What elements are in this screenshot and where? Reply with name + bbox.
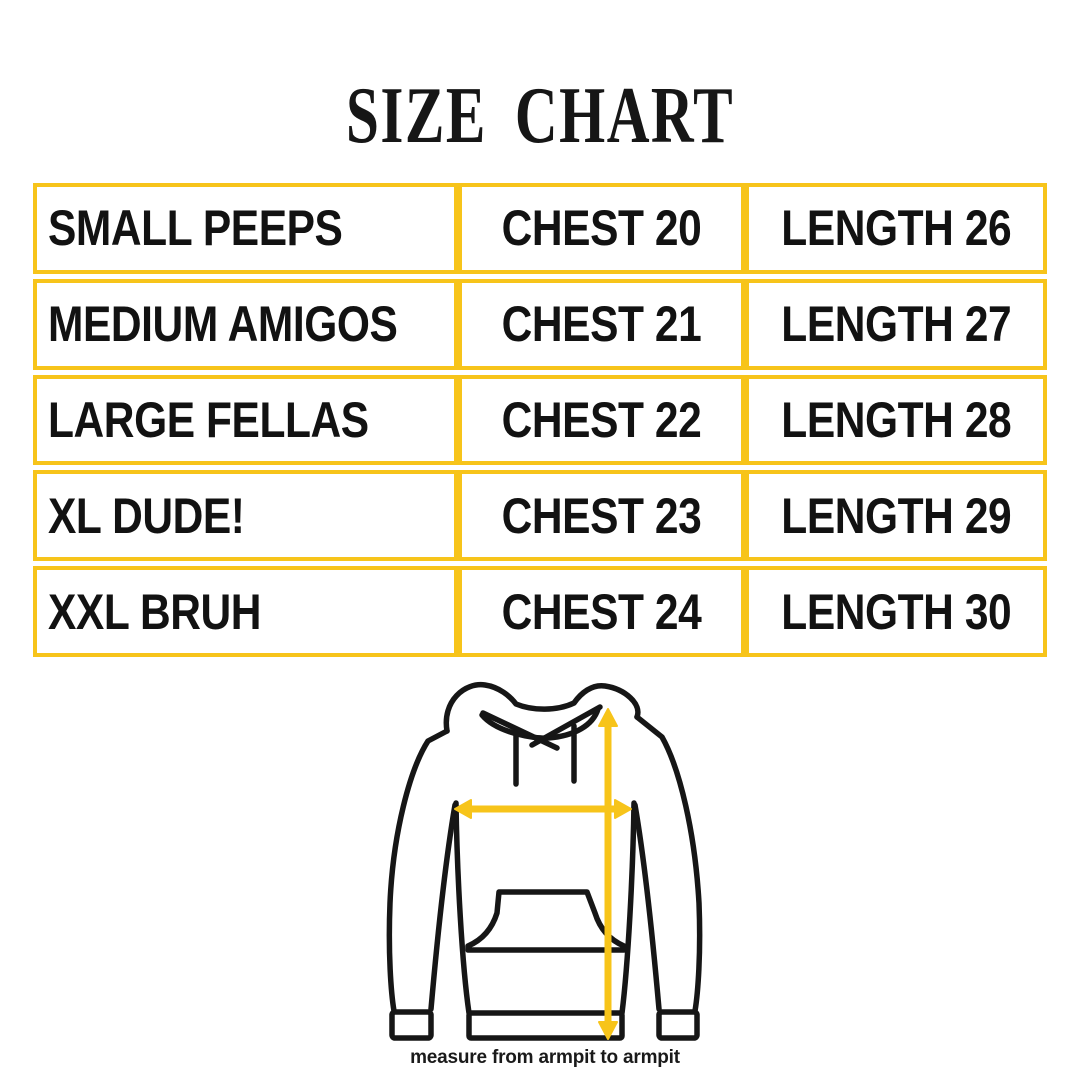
table-cell-chest: CHEST 23 [458,470,745,562]
table-cell-chest: CHEST 21 [458,278,745,370]
table-cell-chest: CHEST 24 [458,566,745,657]
chest-value: CHEST 20 [501,200,702,257]
length-value: LENGTH 30 [781,583,1011,640]
table-cell-size: XL DUDE! [33,470,458,562]
size-label: XXL BRUH [48,583,262,640]
page-title: SIZE CHART [345,72,735,160]
table-cell-size: XXL BRUH [33,566,458,657]
size-chart-table: SMALL PEEPS CHEST 20 LENGTH 26 MEDIUM AM… [33,183,1047,657]
chest-value: CHEST 23 [501,487,702,544]
size-label: MEDIUM AMIGOS [48,296,398,353]
size-label: SMALL PEEPS [48,200,343,257]
length-value: LENGTH 28 [781,391,1011,448]
table-cell-size: SMALL PEEPS [33,183,458,274]
measurement-diagram: measure from armpit to armpit [385,673,705,1069]
hoodie-outline-icon [386,682,703,1041]
size-label: LARGE FELLAS [48,391,369,448]
table-cell-size: MEDIUM AMIGOS [33,278,458,370]
chest-value: CHEST 22 [501,391,702,448]
table-cell-length: LENGTH 30 [745,566,1047,657]
table-cell-length: LENGTH 29 [745,470,1047,562]
table-cell-chest: CHEST 20 [458,183,745,274]
chest-value: CHEST 24 [501,583,702,640]
size-label: XL DUDE! [48,487,245,544]
table-cell-chest: CHEST 22 [458,374,745,466]
measurement-caption: measure from armpit to armpit [410,1047,680,1068]
length-value: LENGTH 26 [781,200,1011,257]
table-cell-length: LENGTH 27 [745,278,1047,370]
chest-value: CHEST 21 [501,296,702,353]
table-cell-length: LENGTH 28 [745,374,1047,466]
body-length-arrow [598,708,618,1040]
length-value: LENGTH 27 [781,296,1011,353]
chest-width-arrow [454,799,632,819]
table-cell-size: LARGE FELLAS [33,374,458,466]
length-value: LENGTH 29 [781,487,1011,544]
table-cell-length: LENGTH 26 [745,183,1047,274]
